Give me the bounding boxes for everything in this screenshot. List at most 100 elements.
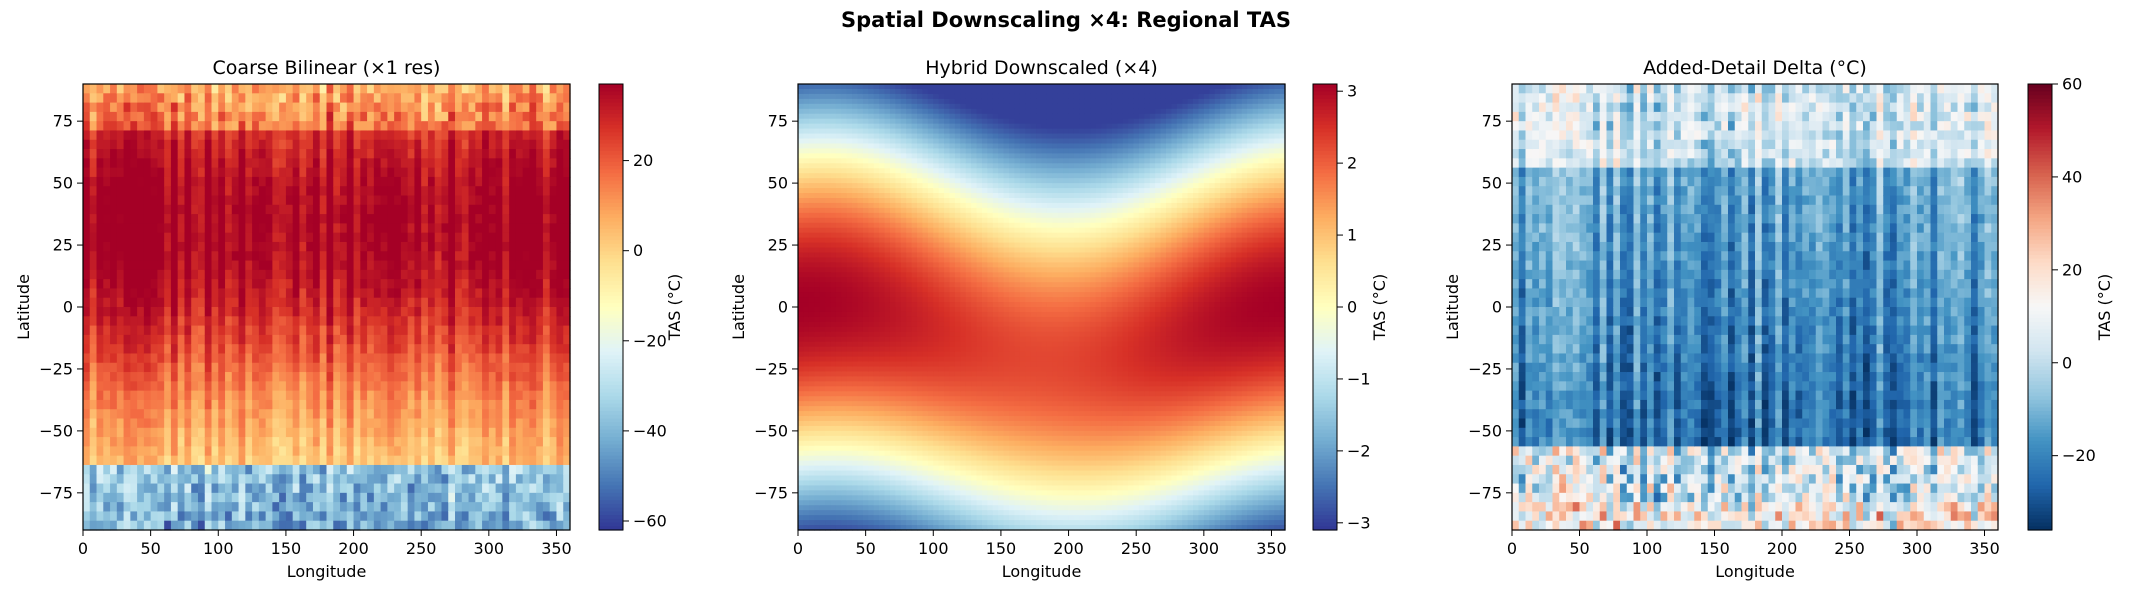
heatmap-cell — [96, 344, 104, 355]
colorbar-segment — [599, 232, 623, 237]
heatmap-cell — [306, 93, 314, 104]
heatmap-cell — [265, 241, 273, 252]
heatmap-cell — [150, 427, 158, 438]
heatmap-cell — [563, 241, 571, 252]
heatmap-cell — [819, 440, 826, 447]
heatmap-cell — [177, 186, 186, 197]
heatmap-cell — [299, 204, 307, 215]
heatmap-cell — [130, 390, 138, 401]
heatmap-cell — [103, 121, 111, 132]
heatmap-cell — [852, 311, 859, 318]
heatmap-cell — [475, 344, 483, 355]
heatmap-cell — [835, 148, 842, 154]
heatmap-cell — [873, 356, 880, 363]
heatmap-cell — [143, 121, 152, 132]
colorbar-segment — [599, 258, 623, 263]
heatmap-cell — [123, 483, 131, 494]
heatmap-cell — [814, 450, 821, 457]
heatmap-cell — [360, 84, 368, 94]
heatmap-cell — [306, 232, 314, 243]
heatmap-cell — [819, 376, 826, 382]
heatmap-cell — [414, 214, 422, 224]
heatmap-cell — [468, 409, 476, 420]
x-tick-label: 150 — [271, 539, 302, 558]
heatmap-cell — [116, 195, 125, 206]
heatmap-cell — [258, 130, 267, 141]
heatmap-cell — [441, 232, 449, 243]
heatmap-cell — [96, 409, 104, 420]
heatmap-cell — [868, 391, 875, 397]
heatmap-cell — [515, 502, 524, 513]
heatmap-cell — [862, 173, 869, 179]
heatmap-cell — [123, 204, 131, 215]
heatmap-cell — [819, 460, 826, 467]
heatmap-cell — [373, 167, 382, 178]
heatmap-cell — [238, 232, 246, 243]
heatmap-cell — [873, 282, 880, 288]
heatmap-cell — [245, 260, 253, 271]
heatmap-cell — [798, 292, 805, 298]
heatmap-cell — [542, 344, 551, 355]
heatmap-cell — [475, 279, 483, 290]
colorbar-segment — [599, 243, 623, 249]
heatmap-cell — [137, 446, 145, 457]
heatmap-cell — [803, 202, 810, 209]
heatmap-cell — [841, 396, 848, 402]
heatmap-cell — [868, 361, 875, 368]
heatmap-cell — [231, 418, 240, 429]
heatmap-cell — [225, 474, 233, 485]
heatmap-cell — [130, 381, 138, 392]
heatmap-cell — [353, 455, 361, 466]
heatmap-cell — [110, 362, 118, 373]
heatmap-cell — [238, 502, 246, 513]
heatmap-cell — [197, 176, 206, 187]
heatmap-cell — [803, 118, 810, 125]
heatmap-cell — [110, 483, 118, 494]
heatmap-cell — [798, 470, 805, 477]
heatmap-cell — [868, 411, 875, 417]
heatmap-cell — [556, 260, 564, 271]
heatmap-cell — [862, 93, 869, 100]
heatmap-cell — [798, 356, 805, 363]
heatmap-cell — [803, 326, 810, 333]
heatmap-cell — [835, 416, 842, 422]
heatmap-cell — [292, 232, 301, 243]
heatmap-cell — [825, 401, 832, 407]
heatmap-cell — [825, 307, 832, 313]
heatmap-cell — [421, 288, 429, 299]
heatmap-cell — [89, 288, 98, 299]
heatmap-cell — [448, 158, 456, 169]
heatmap-cell — [252, 362, 260, 373]
heatmap-cell — [164, 204, 172, 215]
heatmap-cell — [340, 195, 348, 206]
heatmap-cell — [835, 500, 842, 506]
heatmap-cell — [400, 93, 409, 104]
heatmap-cell — [373, 102, 382, 113]
heatmap-cell — [312, 307, 321, 317]
heatmap-cell — [346, 93, 355, 104]
heatmap-cell — [879, 88, 886, 95]
heatmap-cell — [563, 297, 571, 308]
heatmap-cell — [819, 430, 826, 437]
heatmap-cell — [857, 346, 864, 353]
heatmap-cell — [522, 176, 531, 187]
heatmap-cell — [326, 520, 334, 531]
heatmap-cell — [434, 437, 443, 447]
heatmap-cell — [245, 446, 253, 457]
heatmap-cell — [394, 232, 402, 243]
heatmap-cell — [835, 480, 842, 486]
heatmap-cell — [103, 297, 111, 308]
colorbar-segment — [599, 418, 623, 423]
heatmap-cell — [407, 93, 416, 104]
colorbar-segment — [599, 474, 623, 479]
heatmap-cell — [191, 121, 199, 132]
heatmap-cell — [252, 84, 260, 94]
heatmap-cell — [825, 470, 832, 477]
heatmap-cell — [387, 483, 395, 494]
heatmap-cell — [803, 485, 810, 491]
heatmap-cell — [830, 435, 837, 442]
heatmap-cell — [400, 399, 409, 410]
heatmap-cell — [841, 311, 848, 318]
heatmap-cell — [868, 123, 875, 130]
heatmap-cell — [879, 173, 886, 179]
